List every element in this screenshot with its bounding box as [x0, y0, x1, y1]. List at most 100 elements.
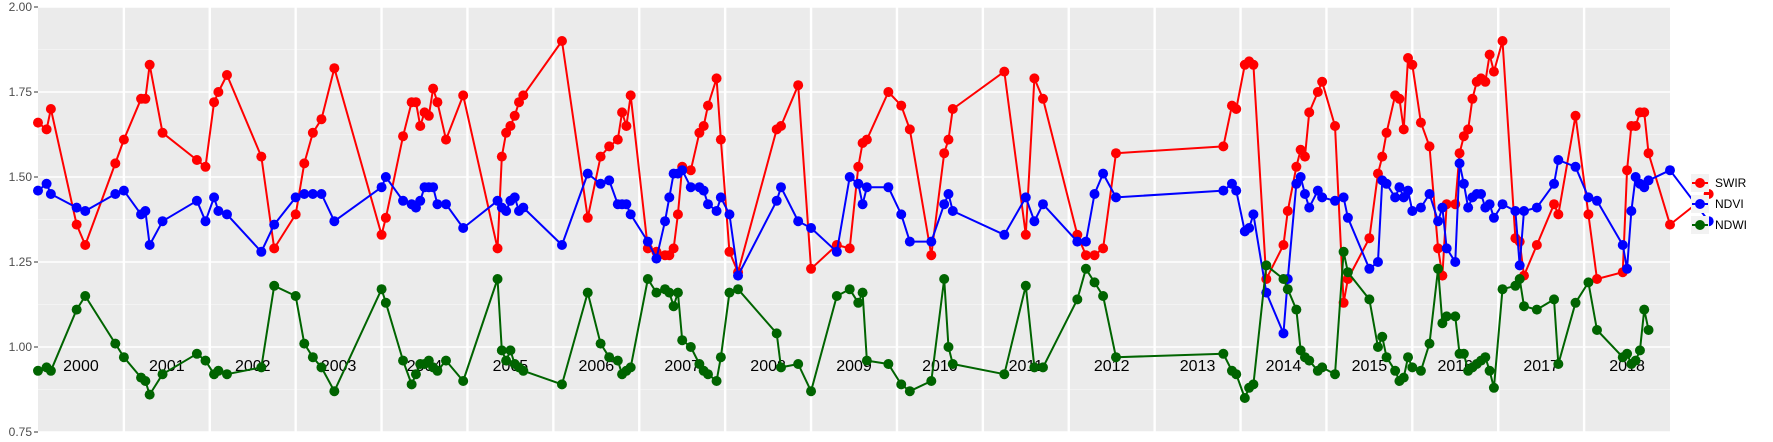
data-point-ndvi — [771, 195, 782, 206]
data-point-ndwi — [1622, 348, 1633, 359]
data-point-swir — [793, 80, 804, 91]
year-label: 2001 — [149, 358, 185, 375]
data-point-ndvi — [1424, 189, 1435, 199]
legend-item-ndvi: NDVI — [1691, 195, 1744, 213]
data-point-swir — [625, 90, 636, 101]
data-point-ndvi — [853, 178, 864, 189]
data-point-ndvi — [582, 168, 593, 179]
data-point-ndwi — [651, 287, 662, 298]
y-tick-label: 1.25 — [9, 255, 33, 269]
legend-label: NDWI — [1715, 218, 1747, 232]
data-point-swir — [1231, 104, 1242, 114]
data-point-ndwi — [432, 365, 443, 376]
data-point-ndvi — [1510, 206, 1521, 216]
data-point-ndwi — [1377, 331, 1388, 342]
data-point-ndwi — [724, 287, 735, 298]
data-point-ndwi — [715, 352, 726, 363]
legend-item-ndwi: NDWI — [1691, 216, 1747, 234]
legend-key-point — [1695, 220, 1705, 230]
data-point-ndvi — [625, 209, 636, 220]
data-point-ndwi — [1248, 379, 1259, 390]
year-label: 2012 — [1094, 358, 1130, 375]
data-point-swir — [1394, 93, 1405, 104]
data-point-ndwi — [307, 352, 318, 363]
y-tick-label: 1.50 — [9, 170, 33, 184]
data-point-ndvi — [441, 199, 451, 210]
data-point-ndvi — [1080, 236, 1091, 247]
data-point-ndvi — [1622, 263, 1633, 274]
data-point-swir — [904, 124, 915, 135]
data-point-ndvi — [999, 229, 1010, 240]
data-point-ndvi — [329, 216, 340, 227]
data-point-swir — [1110, 148, 1121, 159]
data-point-ndwi — [556, 379, 567, 390]
data-point-swir — [1218, 141, 1229, 152]
data-point-swir — [157, 127, 168, 138]
data-point-swir — [71, 219, 82, 230]
data-point-ndwi — [1390, 365, 1401, 376]
data-point-swir — [1497, 36, 1508, 46]
data-point-swir — [1591, 274, 1602, 284]
data-point-ndvi — [556, 240, 567, 250]
legend: SWIR NDVI NDWI — [1691, 174, 1747, 234]
data-point-ndwi — [501, 355, 512, 366]
data-point-ndvi — [501, 206, 512, 216]
data-point-swir — [518, 90, 529, 101]
data-point-ndvi — [664, 192, 675, 203]
year-label: 2008 — [750, 358, 786, 375]
data-point-ndwi — [1570, 297, 1581, 308]
data-point-ndvi — [831, 246, 842, 257]
data-point-swir — [1424, 141, 1435, 152]
data-point-ndvi — [221, 209, 232, 220]
data-point-ndwi — [191, 348, 202, 359]
data-point-ndvi — [775, 182, 786, 193]
data-point-swir — [1317, 76, 1328, 87]
data-point-ndvi — [1381, 178, 1392, 189]
data-point-swir — [844, 243, 855, 254]
data-point-swir — [883, 87, 894, 97]
data-point-ndwi — [1634, 345, 1645, 356]
data-point-ndwi — [1549, 294, 1560, 305]
data-point-ndwi — [213, 365, 224, 376]
data-point-swir — [582, 212, 593, 223]
data-point-ndvi — [806, 223, 817, 233]
data-point-swir — [200, 161, 211, 172]
data-point-ndwi — [299, 338, 310, 349]
data-point-ndwi — [518, 365, 529, 376]
data-point-ndvi — [604, 175, 615, 186]
year-label: 2015 — [1352, 358, 1388, 375]
data-point-ndwi — [269, 280, 280, 291]
data-point-ndvi — [1037, 199, 1048, 210]
data-point-ndwi — [702, 369, 713, 380]
data-point-swir — [1630, 121, 1641, 131]
data-point-swir — [492, 243, 503, 254]
data-point-ndwi — [612, 355, 623, 366]
data-point-ndvi — [651, 253, 662, 264]
data-point-ndvi — [711, 206, 722, 216]
data-point-ndvi — [1244, 223, 1255, 233]
data-point-swir — [939, 148, 950, 159]
data-point-swir — [947, 104, 958, 114]
data-point-ndvi — [458, 223, 469, 233]
data-point-ndvi — [1299, 189, 1310, 199]
data-point-swir — [509, 110, 520, 121]
data-point-ndwi — [947, 359, 958, 369]
data-point-swir — [1583, 209, 1594, 220]
data-point-swir — [711, 73, 722, 84]
data-point-ndvi — [939, 199, 950, 210]
data-point-ndwi — [1415, 365, 1426, 376]
data-point-ndvi — [213, 206, 224, 216]
data-point-swir — [1282, 206, 1293, 216]
data-point-swir — [1278, 240, 1289, 250]
data-point-swir — [428, 83, 439, 94]
data-point-ndwi — [625, 362, 636, 373]
data-point-ndvi — [1278, 328, 1289, 339]
data-point-ndvi — [1626, 206, 1637, 216]
data-point-ndvi — [715, 192, 726, 203]
data-point-ndwi — [80, 291, 91, 301]
data-point-ndwi — [380, 297, 391, 308]
data-point-swir — [410, 97, 421, 108]
data-point-swir — [1639, 107, 1650, 118]
data-point-ndwi — [1531, 304, 1542, 315]
